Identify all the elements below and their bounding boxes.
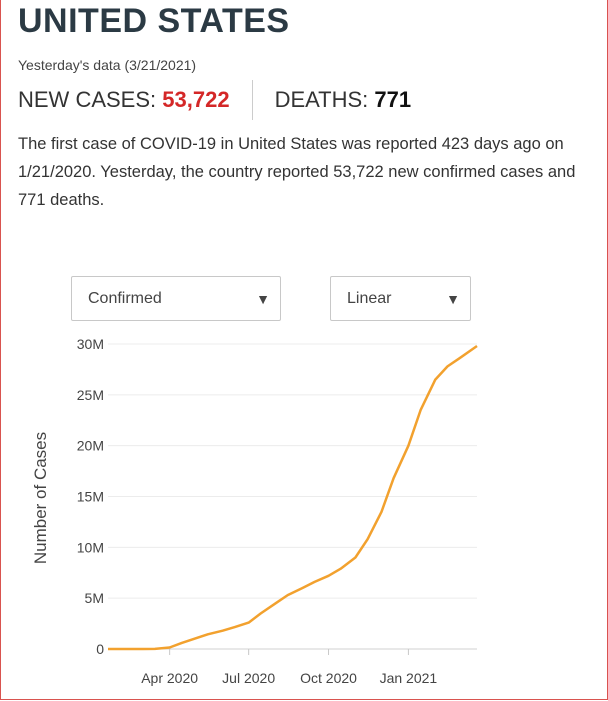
scale-select[interactable]: Linear ▼ [330,276,471,321]
stats-row: NEW CASES: 53,722 DEATHS: 771 [18,80,412,120]
cases-series-line [108,344,478,651]
y-tick-label: 25M [77,387,104,403]
new-cases-value: 53,722 [162,87,230,112]
x-tick-label: Jul 2020 [222,670,275,686]
chevron-down-icon: ▼ [256,290,270,307]
deaths-value: 771 [374,87,412,112]
x-tick-label: Oct 2020 [300,670,357,686]
summary-text-1: The first case of [18,135,140,153]
summary-text-2: in [216,135,239,153]
cases-line-chart: 0 5M 10M 15M 20M 25M 30M Apr 2020 Jul 2020 Oct 2… [31,336,478,686]
metric-select-value: Confirmed [88,289,162,307]
y-tick-label: 30M [77,336,104,352]
y-tick-label: 5M [85,590,104,606]
disease-link: COVID-19 [139,135,217,153]
chart-grid [108,343,477,650]
data-date-subtitle: Yesterday's data (3/21/2021) [18,57,197,73]
x-axis-ticks: Apr 2020 Jul 2020 Oct 2020 Jan 2021 [141,649,437,686]
summary-paragraph: The first case of COVID-19 in United Sta… [18,130,593,214]
summary-text-3: was reported 423 days ago on 1/21/2020. … [18,135,576,209]
new-cases-stat: NEW CASES: 53,722 [18,87,230,113]
y-tick-label: 20M [77,438,104,454]
deaths-stat: DEATHS: 771 [275,87,412,113]
country-link: United States [238,135,338,153]
y-tick-label: 15M [77,489,104,505]
scale-select-value: Linear [347,289,392,307]
new-cases-label: NEW CASES: [18,87,157,112]
x-tick-label: Jan 2021 [380,670,438,686]
x-tick-label: Apr 2020 [141,670,198,686]
deaths-label: DEATHS: [274,87,369,112]
country-title: UNITED STATES [18,2,290,40]
y-axis-ticks: 0 5M 10M 15M 20M 25M 30M [77,336,104,657]
metric-select[interactable]: Confirmed ▼ [71,276,281,321]
y-axis-title: Number of Cases [31,432,50,564]
y-tick-label: 0 [96,641,104,657]
y-tick-label: 10M [77,539,104,555]
chevron-down-icon: ▼ [446,290,460,307]
stats-divider [251,80,253,120]
